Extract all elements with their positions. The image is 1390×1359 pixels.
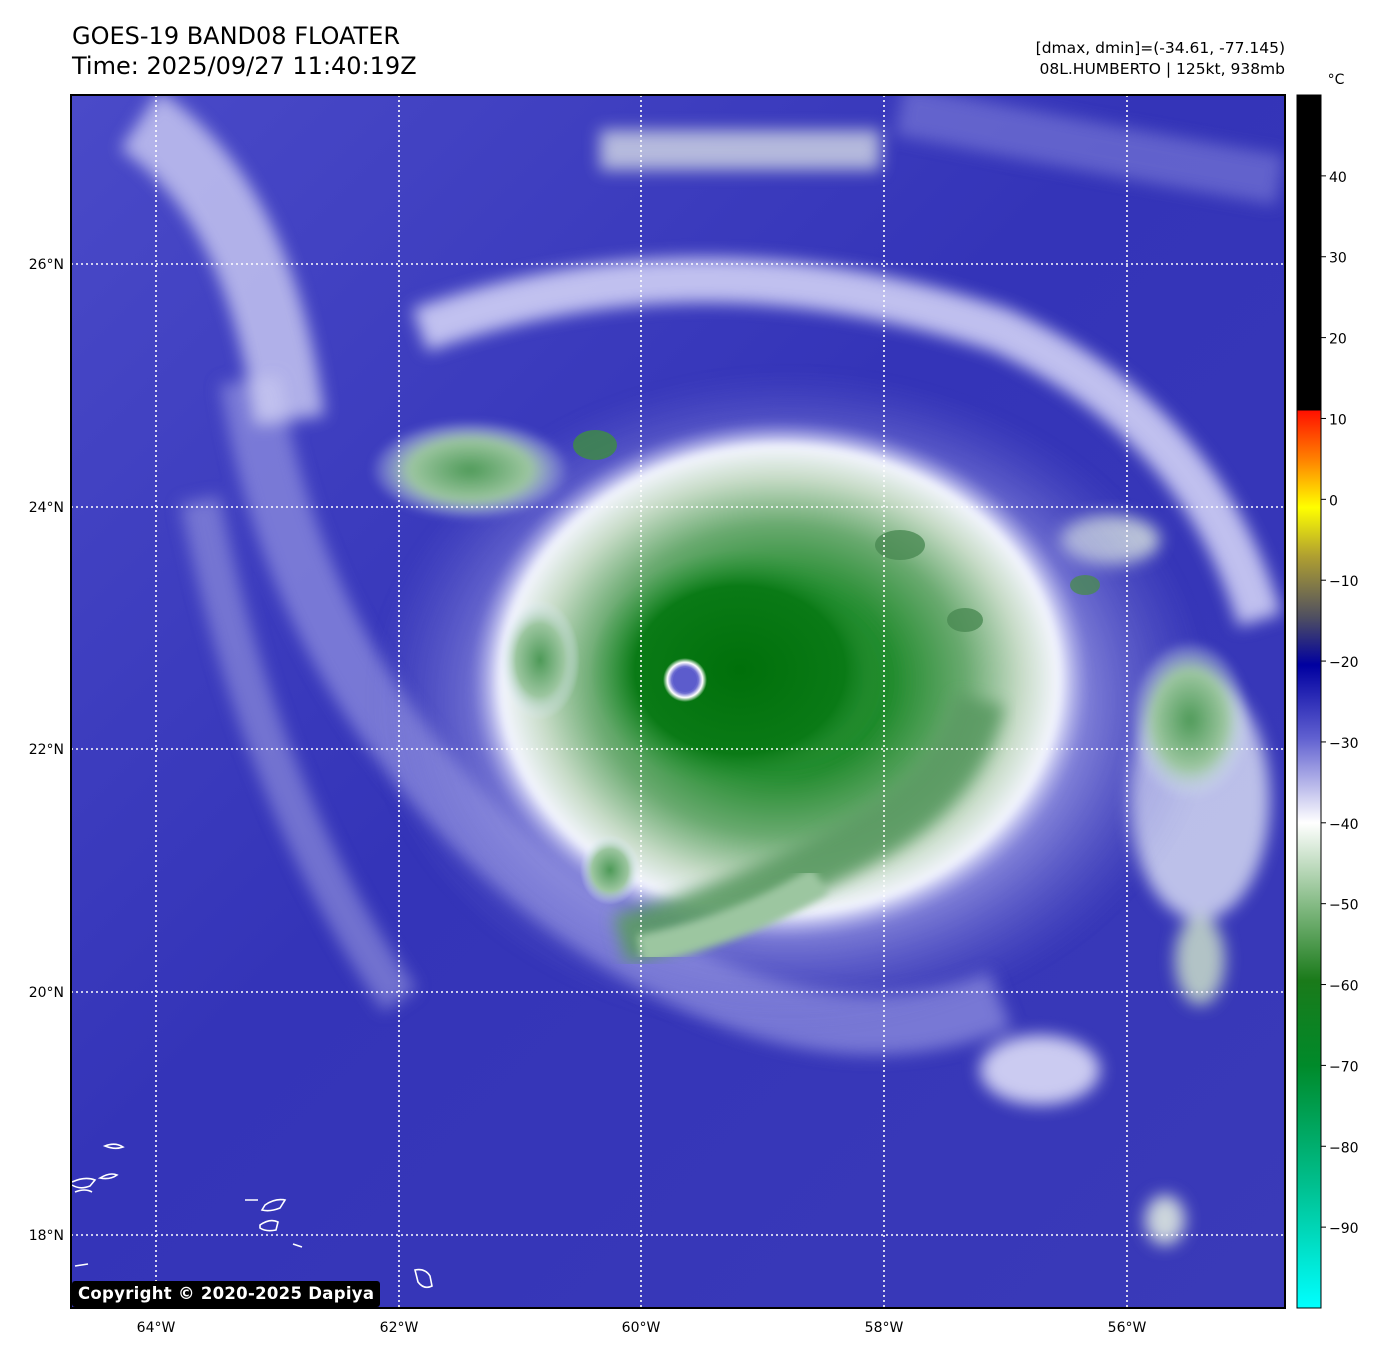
latitude-tick-label: 22°N bbox=[29, 742, 64, 758]
copyright-label: Copyright © 2020-2025 Dapiya bbox=[72, 1281, 381, 1307]
longitude-tick-label: 56°W bbox=[1108, 1320, 1147, 1336]
colorbar-tick-label: 40 bbox=[1329, 170, 1347, 186]
map-frame bbox=[70, 94, 1286, 1309]
longitude-tick-label: 60°W bbox=[622, 1320, 661, 1336]
colorbar-tick-label: −40 bbox=[1329, 817, 1359, 833]
latitude-tick-label: 24°N bbox=[29, 500, 64, 516]
storm-info: 08L.HUMBERTO | 125kt, 938mb bbox=[1039, 60, 1286, 78]
colorbar-unit: °C bbox=[1328, 72, 1345, 88]
timestamp: Time: 2025/09/27 11:40:19Z bbox=[72, 52, 417, 80]
colorbar bbox=[1297, 95, 1321, 1308]
longitude-tick-label: 64°W bbox=[137, 1320, 176, 1336]
latitude-tick-label: 20°N bbox=[29, 985, 64, 1001]
colorbar-tick-label: −90 bbox=[1329, 1221, 1359, 1237]
colorbar-tick-label: −20 bbox=[1329, 655, 1359, 671]
colorbar-tick-label: −10 bbox=[1329, 574, 1359, 590]
latitude-labels: 26°N 24°N 22°N 20°N 18°N bbox=[29, 257, 64, 1244]
colorbar-tick-label: −60 bbox=[1329, 979, 1359, 995]
temperature-range: [dmax, dmin]=(-34.61, -77.145) bbox=[1035, 39, 1285, 57]
longitude-labels: 64°W 62°W 60°W 58°W 56°W bbox=[137, 1320, 1147, 1336]
colorbar-tick-label: −80 bbox=[1329, 1140, 1359, 1156]
latitude-tick-label: 18°N bbox=[29, 1228, 64, 1244]
eye-center bbox=[673, 668, 697, 692]
colorbar-tick-label: −70 bbox=[1329, 1059, 1359, 1075]
colorbar-tick-label: −50 bbox=[1329, 898, 1359, 914]
island-coastlines bbox=[71, 1143, 433, 1289]
colorbar-frame bbox=[1296, 94, 1322, 1309]
longitude-tick-label: 58°W bbox=[865, 1320, 904, 1336]
colorbar-tick-label: 30 bbox=[1329, 251, 1347, 267]
latitude-tick-label: 26°N bbox=[29, 257, 64, 273]
colorbar-tick-label: 10 bbox=[1329, 412, 1347, 428]
longitude-tick-label: 62°W bbox=[380, 1320, 419, 1336]
hurricane-cloud-mass bbox=[370, 370, 1250, 1030]
colorbar-tick-label: 20 bbox=[1329, 332, 1347, 348]
map-gridlines bbox=[71, 95, 1285, 1308]
chart-title: GOES-19 BAND08 FLOATER bbox=[72, 22, 401, 50]
colorbar-ticks: 40 30 20 10 0 −10 −20 −30 −40 −50 −60 −70 −80 −90 bbox=[1321, 170, 1359, 1237]
colorbar-tick-label: −30 bbox=[1329, 736, 1359, 752]
colorbar-tick-label: 0 bbox=[1329, 493, 1338, 509]
